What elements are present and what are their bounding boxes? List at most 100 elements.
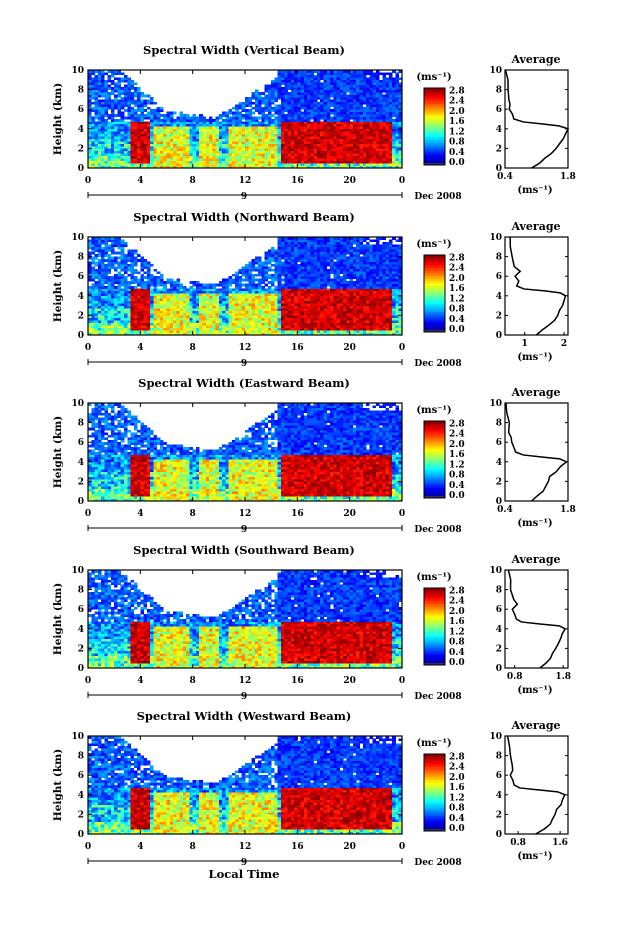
- colorbar-tick-label: 2.0: [449, 107, 465, 117]
- heatmap-cell: [300, 101, 305, 105]
- heatmap-cell: [101, 293, 105, 297]
- heatmap-cell: [248, 143, 252, 147]
- heatmap-cell: [366, 131, 370, 134]
- heatmap-cell: [264, 123, 269, 127]
- heatmap-cell: [176, 131, 180, 134]
- heatmap-cell: [369, 123, 373, 127]
- heatmap-cell: [156, 271, 161, 275]
- heatmap-cell: [372, 121, 377, 125]
- heatmap-cell: [225, 116, 229, 120]
- heatmap-cell: [333, 143, 337, 147]
- heatmap-cell: [123, 295, 128, 299]
- heatmap-cell: [254, 163, 259, 166]
- heatmap-cell: [88, 84, 92, 88]
- heatmap-cell: [107, 259, 112, 262]
- heatmap-cell: [176, 160, 180, 164]
- heatmap-cell: [297, 119, 301, 122]
- heatmap-cell: [366, 84, 370, 88]
- heatmap-cell: [280, 148, 285, 152]
- heatmap-cell: [199, 155, 203, 159]
- colorbar-tick-label: 0.0: [449, 158, 465, 168]
- heatmap-cell: [222, 136, 226, 139]
- heatmap-cell: [392, 104, 396, 108]
- heatmap-cell: [110, 89, 115, 93]
- heatmap-cell: [91, 94, 95, 98]
- heatmap-cell: [218, 315, 223, 319]
- heatmap-cell: [284, 136, 288, 139]
- heatmap-cell: [205, 298, 210, 301]
- heatmap-cell: [392, 160, 396, 164]
- heatmap-cell: [251, 332, 256, 336]
- heatmap-cell: [97, 136, 102, 139]
- heatmap-cell: [159, 133, 164, 137]
- heatmap-cell: [176, 325, 180, 328]
- heatmap-cell: [212, 150, 216, 154]
- heatmap-cell: [267, 256, 272, 260]
- heatmap-cell: [287, 150, 292, 154]
- heatmap-cell: [326, 155, 331, 159]
- heatmap-cell: [261, 322, 265, 326]
- heatmap-cell: [107, 312, 112, 316]
- heatmap-cell: [388, 72, 393, 76]
- heatmap-cell: [330, 148, 334, 152]
- heatmap-cell: [248, 263, 252, 267]
- heatmap-cell: [218, 158, 223, 161]
- heatmap-cell: [117, 276, 122, 279]
- heatmap-cell: [346, 128, 350, 132]
- heatmap-cell: [316, 82, 321, 85]
- heatmap-cell: [267, 165, 272, 169]
- heatmap-cell: [271, 298, 275, 301]
- heatmap-cell: [127, 283, 131, 287]
- heatmap-cell: [258, 141, 262, 144]
- heatmap-cell: [359, 155, 364, 159]
- heatmap-cell: [336, 84, 341, 88]
- heatmap-cell: [88, 298, 92, 301]
- heatmap-cell: [395, 92, 400, 95]
- heatmap-cell: [133, 330, 138, 333]
- heatmap-cell: [245, 276, 249, 279]
- heatmap-cell: [176, 153, 180, 157]
- heatmap-cell: [274, 106, 279, 110]
- heatmap-cell: [323, 148, 328, 152]
- heatmap-cell: [205, 310, 210, 314]
- heatmap-cell: [264, 153, 269, 157]
- heatmap-cell: [382, 106, 386, 110]
- heatmap-cell: [91, 293, 95, 297]
- heatmap-cell: [372, 89, 377, 93]
- heatmap-cell: [336, 141, 341, 144]
- heatmap-cell: [271, 325, 275, 328]
- heatmap-cell: [209, 141, 213, 144]
- heatmap-cell: [123, 121, 128, 125]
- heatmap-cell: [231, 133, 236, 137]
- heatmap-cell: [94, 256, 99, 260]
- heatmap-cell: [271, 99, 275, 103]
- heatmap-cell: [375, 82, 380, 85]
- heatmap-cell: [101, 72, 105, 76]
- heatmap-cell: [192, 136, 197, 139]
- heatmap-cell: [379, 87, 383, 90]
- heatmap-cell: [349, 163, 354, 166]
- heatmap-cell: [123, 153, 128, 157]
- heatmap-cell: [267, 298, 272, 301]
- heatmap-cell: [166, 148, 171, 152]
- heatmap-cell: [117, 244, 122, 248]
- heatmap-cell: [101, 92, 105, 95]
- heatmap-cell: [163, 330, 167, 333]
- heatmap-cell: [310, 96, 314, 100]
- heatmap-cell: [280, 271, 285, 275]
- heatmap-cell: [277, 308, 282, 311]
- heatmap-cell: [313, 99, 318, 103]
- heatmap-cell: [287, 128, 292, 132]
- heatmap-cell: [290, 94, 295, 98]
- heatmap-cell: [352, 72, 357, 76]
- heatmap-cell: [284, 141, 288, 144]
- heatmap-cell: [107, 138, 112, 142]
- heatmap-cell: [310, 77, 314, 81]
- heatmap-cell: [97, 99, 102, 103]
- heatmap-cell: [205, 138, 210, 142]
- heatmap-cell: [159, 109, 164, 112]
- heatmap-cell: [307, 158, 311, 161]
- heatmap-cell: [140, 293, 144, 297]
- heatmap-cell: [274, 278, 279, 282]
- heatmap-cell: [101, 298, 105, 301]
